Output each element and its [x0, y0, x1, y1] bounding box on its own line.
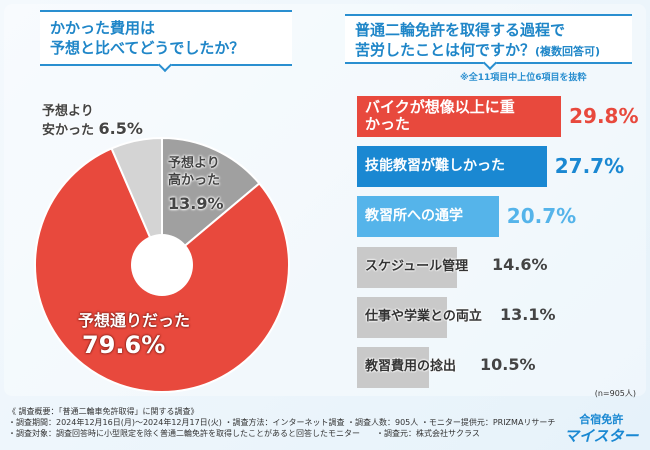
right-question-line1: 普通二輪免許を取得する過程で — [355, 21, 566, 39]
left-question-line1: かかった費用は — [50, 19, 156, 37]
note: ※全11項目中上位6項目を抜粋 — [460, 73, 587, 83]
bar — [357, 246, 457, 288]
pie-slice — [110, 136, 163, 266]
sample-size: (n=905人) — [594, 389, 636, 398]
pie-value-expected: 79.6% — [82, 331, 166, 359]
bar-label: スケジュール管理 — [365, 258, 469, 274]
footer-line2: ・調査期間：2024年12月16日(月)～2024年12月17日(火) ・調査方… — [8, 418, 556, 427]
left-question: かかった費用は 予想と比べてどうでしたか？ — [40, 10, 292, 66]
bar — [357, 296, 447, 338]
pie-slice — [161, 136, 261, 268]
bar-value: 10.5% — [480, 355, 536, 374]
right-question-line2: 苦労したことは何ですか？ — [355, 41, 536, 59]
bar-label: 仕事や学業との両立 — [365, 308, 482, 324]
bar-label: バイクが想像以上に重かった — [365, 98, 515, 133]
bar-value: 13.1% — [500, 304, 556, 324]
bar-value: 20.7% — [506, 204, 577, 229]
footer-line3: ・調査対象：調査回答時に小型限定を除く普通二輪免許を取得したことがあると回答した… — [8, 429, 480, 438]
bar-label: 技能教習が難しかった — [365, 158, 505, 175]
pie-label-cheaper: 予想より 安かった 6.5% — [42, 104, 143, 138]
left-question-line2: 予想と比べてどうでしたか？ — [50, 39, 245, 57]
pie-label-expected: 予想通りだった 79.6% — [78, 311, 191, 359]
bar — [357, 347, 429, 388]
logo: 合宿免許 マイスター — [564, 412, 639, 444]
bar — [357, 96, 562, 137]
logo-line2: マイスター — [564, 427, 639, 445]
bar-value: 14.6% — [492, 254, 548, 274]
pie-value-higher: 13.9% — [168, 194, 224, 213]
right-question-suffix: (複数回答可) — [535, 45, 601, 58]
bar — [357, 146, 547, 188]
bar-value: 29.8% — [569, 104, 639, 128]
bar-label: 教習費用の捻出 — [365, 359, 457, 374]
survey-footer: 《 調査概要：「普通二輪車免許取得」に関する調査》 ・調査期間：2024年12月… — [8, 406, 555, 439]
logo-line1: 合宿免許 — [579, 413, 624, 426]
bar — [357, 196, 499, 238]
bar-label: 教習所への通学 — [365, 208, 463, 225]
bar-value: 27.7% — [554, 154, 625, 179]
pie-label-higher: 予想より 高かった 13.9% — [168, 156, 224, 213]
pie-value-cheaper: 6.5% — [98, 119, 143, 138]
pie-hole — [131, 234, 193, 296]
footer-line1: 《 調査概要：「普通二輪車免許取得」に関する調査》 — [8, 407, 199, 416]
